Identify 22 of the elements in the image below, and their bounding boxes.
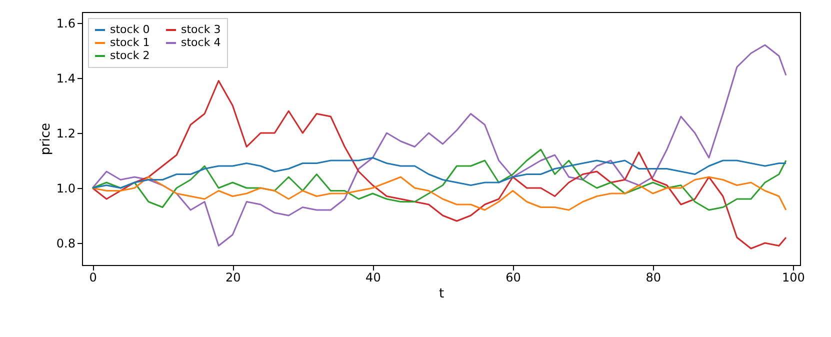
x-tick-label: 20 (225, 270, 241, 284)
x-tick-label: 100 (782, 270, 805, 284)
y-axis-title: price (38, 122, 54, 156)
legend-label: stock 0 (110, 23, 150, 36)
x-tick-label: 0 (89, 270, 97, 284)
y-tick-label: 0.8 (56, 236, 76, 250)
y-tick-label: 1.4 (56, 72, 76, 86)
legend-label: stock 4 (181, 36, 221, 49)
x-axis-title: t (438, 286, 444, 302)
x-tick-label: 60 (506, 270, 521, 284)
legend-label: stock 3 (181, 23, 221, 36)
y-tick-label: 1.6 (56, 16, 76, 30)
line-series (92, 80, 787, 250)
y-tick-label: 1.0 (56, 182, 76, 196)
legend-label: stock 2 (110, 49, 150, 62)
line-series (92, 157, 787, 189)
x-tick-label: 80 (646, 270, 662, 284)
line-series (92, 148, 787, 211)
legend-label: stock 1 (110, 36, 150, 49)
y-tick-label: 1.2 (56, 126, 76, 140)
line-series (92, 176, 787, 211)
x-tick-label: 40 (366, 270, 381, 284)
